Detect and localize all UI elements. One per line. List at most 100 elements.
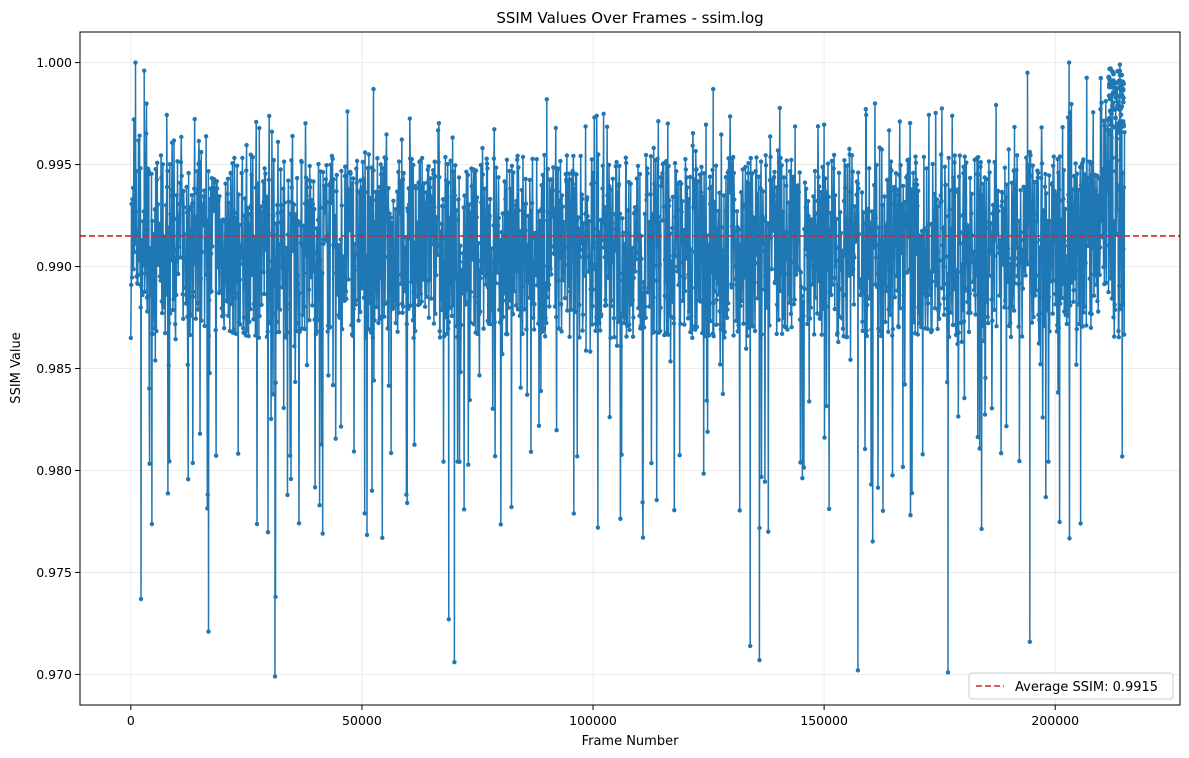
ssim-data-point [407,236,412,241]
ssim-data-point [403,287,408,292]
ssim-data-point [810,282,815,287]
ssim-data-point [138,305,143,310]
ssim-data-point [595,525,601,530]
ssim-data-point [830,282,835,287]
ssim-data-point [612,211,618,217]
ssim-data-point [480,172,485,177]
ssim-data-point [1051,154,1057,159]
ssim-data-point [133,60,138,65]
ssim-data-point [770,198,775,204]
ssim-data-point [781,175,787,180]
ssim-data-point [1041,208,1046,213]
ssim-data-point [1072,214,1078,220]
ssim-data-point [188,227,193,232]
ssim-data-point [1081,206,1087,211]
ssim-data-point [737,268,742,273]
ssim-data-point [900,464,906,470]
ssim-data-point [597,230,602,235]
ssim-data-point [451,169,456,174]
ssim-data-point [541,326,546,332]
ssim-data-point [406,306,411,312]
ssim-data-point [143,131,149,136]
ssim-data-point [929,221,934,227]
ssim-data-point [293,379,298,385]
ssim-data-point [799,328,804,333]
ssim-data-point [670,225,675,231]
ssim-data-point [737,242,743,247]
ssim-data-point [442,309,447,314]
ssim-data-point [924,255,930,261]
ssim-data-point [194,190,200,195]
ssim-data-point [878,247,883,253]
ssim-data-point [680,199,685,204]
ssim-data-point [498,238,503,243]
ssim-data-point [171,297,176,302]
ssim-data-point [475,300,481,305]
ssim-data-point [507,241,512,246]
ssim-data-point [666,203,672,209]
ssim-data-point [573,229,579,235]
ssim-data-point [611,259,616,264]
ssim-data-point [1115,68,1121,74]
ssim-data-point [665,275,670,281]
ssim-data-point [994,324,999,329]
ssim-data-point [780,209,786,215]
ssim-data-point [346,277,351,282]
ssim-data-point [482,186,487,191]
ssim-data-point [781,315,786,320]
ssim-data-point [585,230,591,235]
ssim-data-point [164,184,170,190]
ssim-data-point [946,155,951,161]
ssim-data-point [394,227,399,232]
ssim-data-point [278,167,283,172]
ssim-data-point [1029,290,1034,295]
ssim-data-point [164,112,169,118]
ssim-data-point [408,303,413,308]
ssim-data-point [283,335,289,340]
ssim-data-point [925,228,930,233]
ssim-data-point [1036,312,1041,317]
ssim-data-point [173,337,178,342]
ssim-data-point [192,261,198,266]
ssim-data-point [537,218,542,224]
ssim-data-point [265,530,271,535]
ssim-data-point [1043,171,1048,177]
ssim-data-point [420,189,425,195]
ssim-data-point [950,113,955,119]
ssim-data-point [481,204,486,209]
ssim-data-point [658,175,664,180]
ssim-data-point [933,283,939,288]
ssim-data-point [987,170,992,175]
ssim-data-point [883,288,889,294]
ssim-data-point [465,236,470,241]
ssim-data-point [147,461,152,466]
ssim-data-point [293,212,299,217]
ssim-data-point [1053,291,1058,297]
ssim-data-point [1014,168,1019,173]
ssim-data-point [374,285,380,290]
ssim-data-point [981,338,987,344]
ssim-data-point [195,300,200,306]
ssim-data-point [452,188,457,193]
ssim-data-point [545,218,550,223]
ssim-data-point [416,180,421,185]
ssim-data-point [1016,218,1022,224]
ssim-data-point [698,172,703,177]
ssim-data-point [262,166,267,171]
ssim-data-point [821,306,826,311]
ssim-data-point [1039,125,1044,130]
ssim-data-point [1062,243,1068,249]
ssim-data-point [171,242,176,247]
ssim-data-point [1039,161,1045,166]
ssim-data-point [866,275,872,280]
ssim-data-point [1010,289,1015,294]
ssim-data-point [530,156,535,162]
ssim-data-point [263,247,268,252]
ssim-data-point [714,322,719,327]
ssim-data-point [966,226,971,231]
ssim-data-point [430,200,435,205]
ssim-data-point [182,286,188,291]
ssim-data-point [1074,362,1079,367]
ssim-data-point [823,222,829,227]
ssim-data-point [391,305,396,310]
